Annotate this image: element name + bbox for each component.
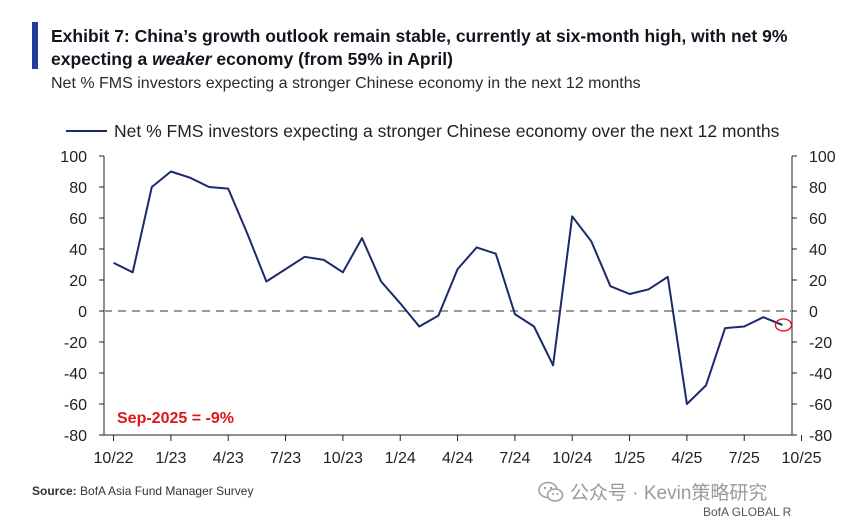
title-accent-bar <box>32 22 38 69</box>
y-tick-label-left: -80 <box>64 428 87 445</box>
x-tick-label: 10/23 <box>323 450 363 467</box>
title-text-italic: weaker <box>152 49 212 69</box>
y-tick-label-right: -40 <box>809 366 832 383</box>
chart-title: Exhibit 7: China’s growth outlook remain… <box>51 25 851 71</box>
source-text: BofA Asia Fund Manager Survey <box>76 484 254 498</box>
latest-point-marker <box>774 318 793 332</box>
y-tick-label-left: 0 <box>78 304 87 321</box>
y-tick-label-right: 20 <box>809 273 827 290</box>
x-tick-label: 4/24 <box>442 450 473 467</box>
y-tick-label-right: 60 <box>809 211 827 228</box>
watermark: 公众号 · Kevin策略研究 <box>538 478 767 505</box>
source-note: Source: BofA Asia Fund Manager Survey <box>32 484 253 498</box>
legend-label: Net % FMS investors expecting a stronger… <box>114 121 780 141</box>
y-tick-label-right: -60 <box>809 397 832 414</box>
y-tick-label-right: 80 <box>809 180 827 197</box>
y-tick-label-left: -40 <box>64 366 87 383</box>
x-tick-label: 1/23 <box>155 450 186 467</box>
title-text-2: economy (from 59% in April) <box>211 49 453 69</box>
y-tick-label-left: 80 <box>69 180 87 197</box>
x-tick-label: 10/25 <box>782 450 822 467</box>
series-line <box>113 170 783 405</box>
brand-footer: BofA GLOBAL R <box>703 505 792 519</box>
x-tick-label: 10/24 <box>552 450 592 467</box>
x-tick-label: 4/25 <box>671 450 702 467</box>
y-tick-label-left: -60 <box>64 397 87 414</box>
x-tick-label: 7/25 <box>729 450 760 467</box>
x-tick-label: 10/22 <box>94 450 134 467</box>
x-tick-label: 7/24 <box>499 450 530 467</box>
x-tick-label: 7/23 <box>270 450 301 467</box>
source-label: Source: <box>32 484 77 498</box>
chart-subtitle: Net % FMS investors expecting a stronger… <box>51 75 641 92</box>
watermark-text: 公众号 · Kevin策略研究 <box>570 483 768 504</box>
y-tick-label-left: 100 <box>60 149 87 166</box>
y-tick-label-left: -20 <box>64 335 87 352</box>
wechat-icon <box>538 481 564 502</box>
annotation-label: Sep-2025 = -9% <box>117 410 234 427</box>
y-tick-label-left: 60 <box>69 211 87 228</box>
x-tick-label: 1/24 <box>385 450 416 467</box>
y-tick-label-right: 100 <box>809 149 836 166</box>
y-tick-label-right: 40 <box>809 242 827 259</box>
y-tick-label-right: -80 <box>809 428 832 445</box>
y-tick-label-right: 0 <box>809 304 818 321</box>
x-tick-label: 4/23 <box>213 450 244 467</box>
title-text-1: Exhibit 7: China’s growth outlook remain… <box>51 26 788 69</box>
y-tick-label-left: 40 <box>69 242 87 259</box>
y-tick-label-left: 20 <box>69 273 87 290</box>
x-tick-label: 1/25 <box>614 450 645 467</box>
y-tick-label-right: -20 <box>809 335 832 352</box>
